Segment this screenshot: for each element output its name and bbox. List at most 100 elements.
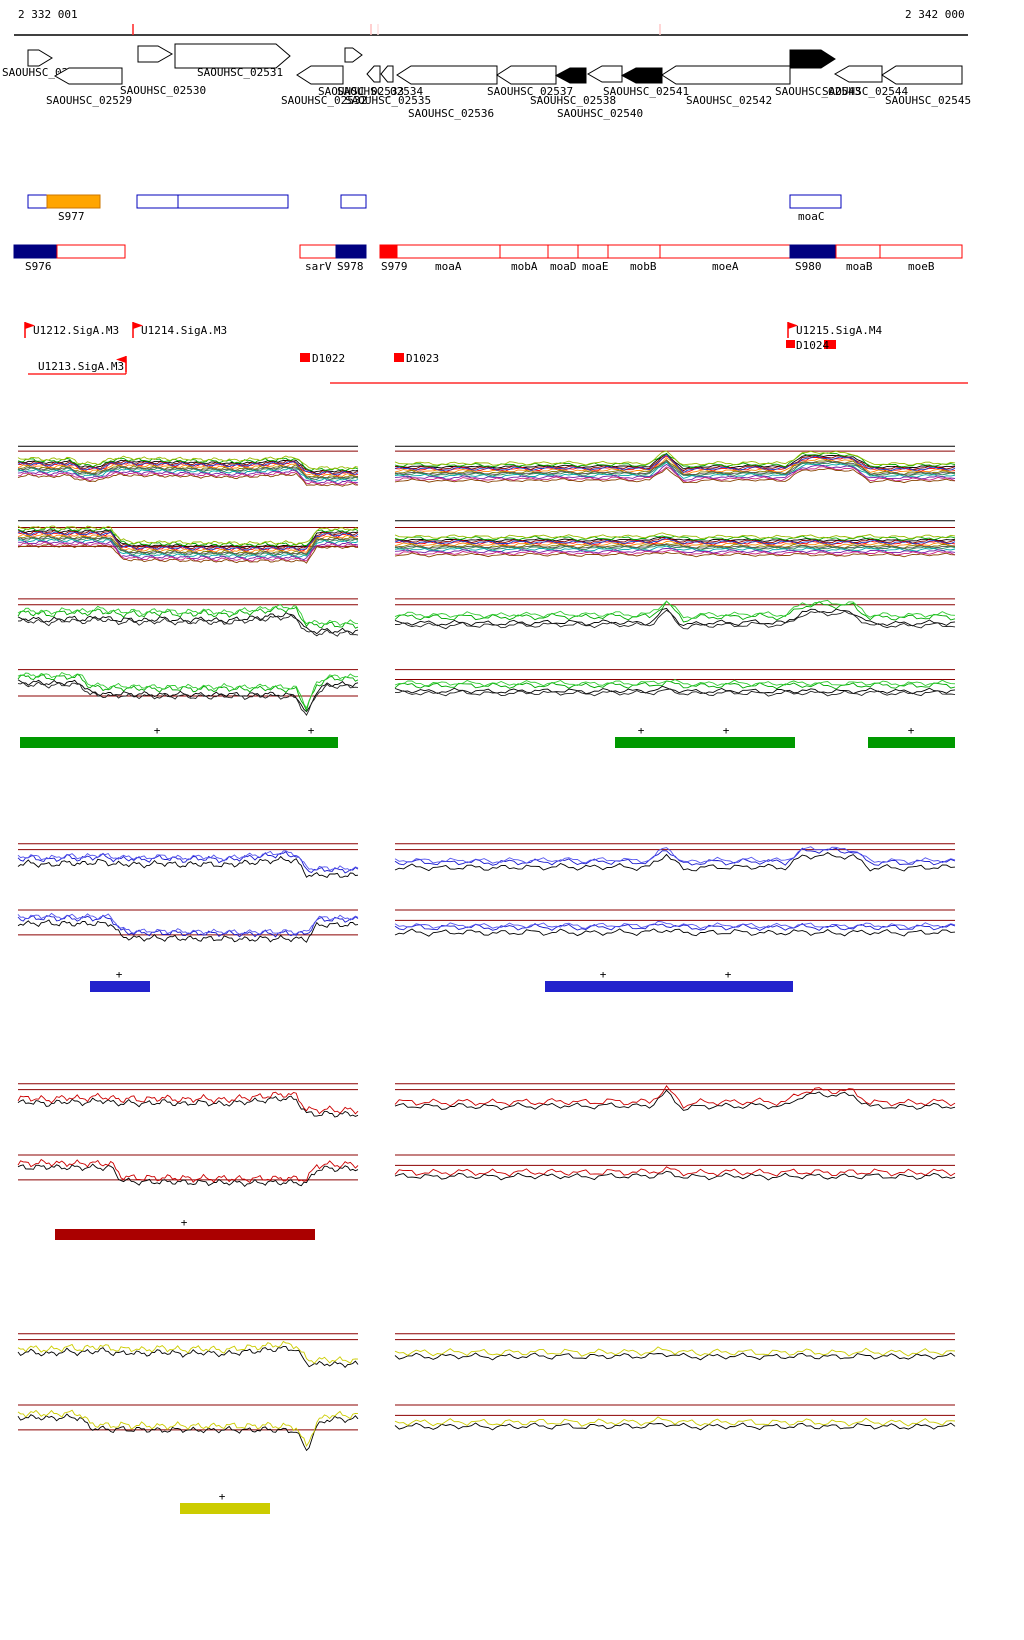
expression-trace	[394, 551, 956, 558]
tss-label: D1024	[796, 339, 829, 352]
expression-trace	[394, 851, 956, 872]
plus-strand-mark: +	[308, 724, 315, 737]
operon-box[interactable]	[335, 244, 367, 259]
terminator-box[interactable]	[300, 353, 310, 362]
operon-gene-label: moeB	[908, 260, 935, 273]
expression-trace	[17, 469, 359, 485]
expression-trace	[17, 529, 359, 549]
terminator-box[interactable]	[394, 353, 404, 362]
operon-box[interactable]	[547, 244, 579, 259]
expression-trace	[17, 525, 359, 546]
expression-trace	[17, 468, 359, 483]
transcription-unit-bar[interactable]	[55, 1229, 315, 1240]
expression-panel-13	[394, 1083, 956, 1111]
gene-arrow-SAOUHSC_02529[interactable]	[53, 67, 123, 85]
gene-label: SAOUHSC_02536	[408, 107, 494, 120]
operon-box[interactable]	[396, 244, 501, 259]
transcript-box[interactable]	[27, 194, 48, 209]
expression-trace	[394, 920, 956, 930]
operon-box[interactable]	[835, 244, 881, 259]
expression-trace	[17, 673, 359, 712]
gene-label: SAOUHSC_02535	[345, 94, 431, 107]
operon-gene-label: mobA	[511, 260, 538, 273]
gene-arrow-SAOUHSC_02543[interactable]	[789, 49, 836, 69]
gene-arrow-SAOUHSC_02545[interactable]	[881, 65, 963, 85]
operon-box[interactable]	[659, 244, 791, 259]
tss-flag-U1212[interactable]	[25, 322, 35, 329]
expression-trace	[17, 540, 359, 561]
operon-box[interactable]	[577, 244, 609, 259]
operon-box[interactable]	[607, 244, 661, 259]
expression-trace	[17, 1345, 359, 1368]
expression-trace	[17, 1158, 359, 1184]
gene-arrow-SAOUHSC_02528[interactable]	[27, 49, 53, 67]
expression-trace	[394, 1422, 956, 1431]
gene-arrow-SAOUHSC_02541[interactable]	[620, 67, 663, 84]
gene-arrow-SAOUHSC_02535[interactable]	[380, 65, 394, 83]
operon-box[interactable]	[499, 244, 549, 259]
expression-trace	[394, 461, 956, 477]
operon-box[interactable]	[379, 244, 398, 259]
transcript-label: S977	[58, 210, 85, 223]
operon-box[interactable]	[56, 244, 126, 259]
gene-arrow-SAOUHSC_02536[interactable]	[396, 65, 498, 85]
gene-arrow-SAOUHSC_02538[interactable]	[554, 67, 587, 84]
transcription-unit-bar[interactable]	[615, 737, 795, 748]
transcription-unit-bar[interactable]	[90, 981, 150, 992]
plus-strand-mark: +	[116, 968, 123, 981]
expression-trace	[17, 914, 359, 938]
gene-arrow-SAOUHSC_02533[interactable]	[344, 47, 363, 63]
transcript-box[interactable]	[136, 194, 289, 209]
operon-box[interactable]	[299, 244, 337, 259]
tss-flag-U1214[interactable]	[133, 322, 143, 329]
tss-flag-U1213[interactable]	[116, 356, 126, 363]
gene-arrow-SAOUHSC_02532[interactable]	[296, 65, 344, 85]
transcript-box[interactable]	[46, 194, 101, 209]
expression-trace	[17, 1409, 359, 1448]
expression-trace	[17, 605, 359, 629]
gene-arrow-SAOUHSC_02544[interactable]	[833, 65, 883, 83]
operon-gene-label: mobB	[630, 260, 657, 273]
expression-panel-10	[17, 909, 359, 943]
terminator-box[interactable]	[824, 340, 836, 349]
expression-trace	[17, 855, 359, 878]
expression-trace	[17, 538, 359, 559]
gene-arrow-SAOUHSC_02531[interactable]	[174, 43, 291, 69]
expression-trace	[17, 603, 359, 626]
gene-arrow-SAOUHSC_02534[interactable]	[366, 65, 381, 83]
gene-label: SAOUHSC_02532	[281, 94, 367, 107]
transcript-box[interactable]	[789, 194, 842, 209]
transcription-unit-bar[interactable]	[20, 737, 338, 748]
expression-trace	[394, 453, 956, 474]
expression-trace	[394, 461, 956, 479]
expression-panel-3	[394, 520, 956, 558]
expression-trace	[394, 1416, 956, 1427]
expression-trace	[394, 599, 956, 619]
gene-label: SAOUHSC_02534	[337, 85, 423, 98]
gene-label: SAOUHSC_02544	[822, 85, 908, 98]
operon-box[interactable]	[879, 244, 963, 259]
expression-trace	[17, 466, 359, 479]
operon-box[interactable]	[13, 244, 58, 259]
expression-trace	[394, 537, 956, 545]
gene-arrow-SAOUHSC_02530[interactable]	[137, 45, 174, 63]
transcription-unit-bar[interactable]	[545, 981, 793, 992]
transcription-unit-bar[interactable]	[180, 1503, 270, 1514]
expression-trace	[17, 671, 359, 710]
tss-flag-U1215[interactable]	[788, 322, 798, 329]
gene-arrow-SAOUHSC_02537[interactable]	[496, 65, 557, 85]
operon-box[interactable]	[789, 244, 837, 259]
expression-trace	[394, 680, 956, 690]
expression-panel-2	[17, 520, 359, 564]
expression-trace	[17, 681, 359, 716]
operon-gene-label: moaA	[435, 260, 462, 273]
terminator-box[interactable]	[786, 340, 795, 348]
transcript-label: moaC	[798, 210, 825, 223]
gene-arrow-SAOUHSC_02540[interactable]	[586, 65, 623, 83]
transcription-unit-bar[interactable]	[868, 737, 955, 748]
expression-trace	[394, 467, 956, 484]
transcript-box[interactable]	[340, 194, 367, 209]
gene-arrow-SAOUHSC_02542[interactable]	[661, 65, 791, 85]
